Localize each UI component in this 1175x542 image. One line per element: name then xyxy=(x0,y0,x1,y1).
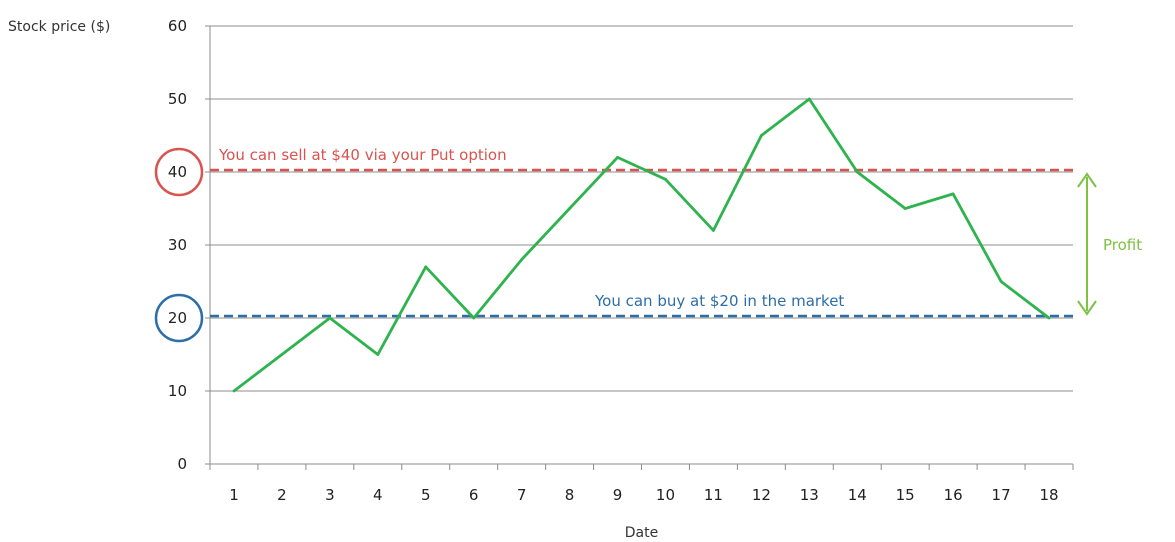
x-tick-label-12: 12 xyxy=(752,486,771,504)
x-tick-label-10: 10 xyxy=(656,486,675,504)
axes xyxy=(205,25,1074,470)
data-point-14 xyxy=(855,170,859,174)
y-tick-label-30: 30 xyxy=(168,236,187,254)
x-tick-label-11: 11 xyxy=(704,486,723,504)
data-point-1 xyxy=(232,389,236,393)
circled-tick-20 xyxy=(154,293,204,343)
x-tick-label-6: 6 xyxy=(469,486,479,504)
data-point-3 xyxy=(328,316,332,320)
x-tick-label-1: 1 xyxy=(229,486,239,504)
data-point-12 xyxy=(759,134,763,137)
data-point-18 xyxy=(1047,316,1051,320)
x-tick-label-2: 2 xyxy=(277,486,287,504)
y-tick-label-10: 10 xyxy=(168,382,187,400)
y-tick-label-40: 40 xyxy=(168,163,187,181)
y-tick-label-20: 20 xyxy=(168,309,187,327)
y-tick-label-50: 50 xyxy=(168,90,187,108)
data-point-6 xyxy=(472,316,476,320)
data-point-4 xyxy=(376,353,380,356)
data-point-8 xyxy=(568,207,571,210)
reference-lines xyxy=(210,168,1073,318)
data-point-17 xyxy=(999,280,1003,283)
profit-label: Profit xyxy=(1103,236,1142,254)
data-series xyxy=(232,97,1051,393)
x-tick-label-7: 7 xyxy=(517,486,527,504)
x-tick-label-13: 13 xyxy=(800,486,819,504)
x-tick-label-3: 3 xyxy=(325,486,335,504)
profit-arrow-head-bottom xyxy=(1077,300,1097,316)
x-axis-title: Date xyxy=(625,525,658,541)
x-tick-label-4: 4 xyxy=(373,486,383,504)
data-point-10 xyxy=(664,177,667,181)
x-tick-label-15: 15 xyxy=(896,486,915,504)
y-tick-label-60: 60 xyxy=(168,17,187,35)
x-tick-label-8: 8 xyxy=(565,486,575,504)
series-line-0 xyxy=(233,97,1050,393)
y-axis-title: Stock price ($) xyxy=(8,19,110,35)
x-tick-label-18: 18 xyxy=(1039,486,1058,504)
x-tick-label-14: 14 xyxy=(848,486,867,504)
data-point-13 xyxy=(807,97,811,101)
reference-line-label-40: You can sell at $40 via your Put option xyxy=(218,146,507,164)
reference-line-label-20: You can buy at $20 in the market xyxy=(594,292,844,310)
x-tick-label-5: 5 xyxy=(421,486,431,504)
data-point-15 xyxy=(903,207,907,210)
data-point-7 xyxy=(520,258,524,261)
data-point-2 xyxy=(280,353,284,356)
data-point-16 xyxy=(951,192,955,196)
data-point-11 xyxy=(712,229,715,232)
x-tick-label-16: 16 xyxy=(944,486,963,504)
circled-tick-40 xyxy=(154,147,204,197)
data-point-5 xyxy=(424,265,428,269)
gridlines xyxy=(210,25,1073,392)
x-tick-label-17: 17 xyxy=(992,486,1011,504)
data-point-9 xyxy=(616,156,619,159)
y-tick-label-0: 0 xyxy=(177,455,187,473)
profit-arrow-head-top xyxy=(1077,172,1097,188)
x-tick-label-9: 9 xyxy=(613,486,623,504)
